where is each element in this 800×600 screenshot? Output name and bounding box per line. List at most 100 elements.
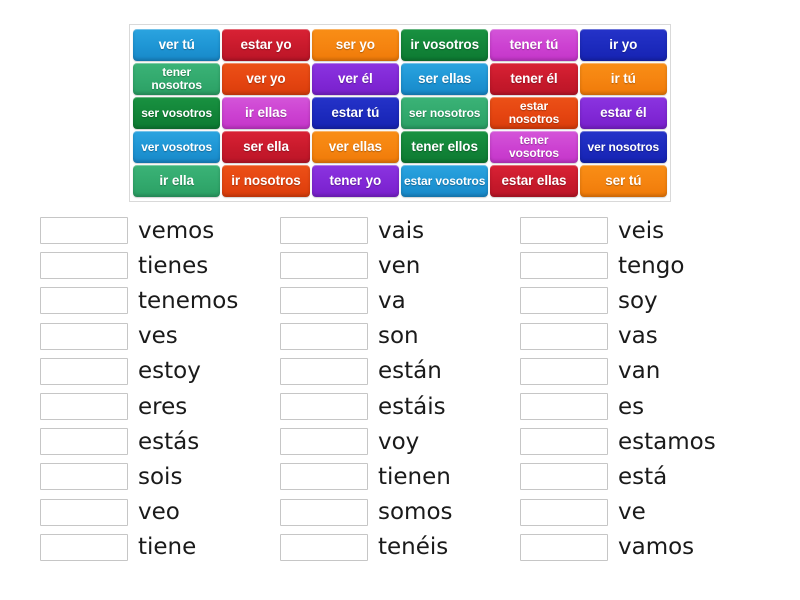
tile-label: ir yo xyxy=(609,37,638,52)
drop-box[interactable] xyxy=(280,498,368,526)
answer-row: voy xyxy=(280,424,520,459)
tile-label: estar ellas xyxy=(501,173,567,188)
tile-label: estar él xyxy=(600,105,647,120)
drop-box[interactable] xyxy=(280,322,368,350)
tile-ver-tú[interactable]: ver tú xyxy=(133,29,221,61)
tile-tener-nosotros[interactable]: tener nosotros xyxy=(133,63,221,95)
drop-box[interactable] xyxy=(40,428,128,456)
answer-word: vas xyxy=(618,323,658,350)
tile-ir-tú[interactable]: ir tú xyxy=(579,63,667,95)
tile-ir-ella[interactable]: ir ella xyxy=(133,165,221,197)
answer-word: tienes xyxy=(138,252,209,279)
tile-estar-yo[interactable]: estar yo xyxy=(222,29,310,61)
drop-box[interactable] xyxy=(40,217,128,245)
tile-estar-ellas[interactable]: estar ellas xyxy=(490,165,578,197)
tile-ir-yo[interactable]: ir yo xyxy=(579,29,667,61)
drop-box[interactable] xyxy=(520,498,608,526)
tile-label: ver nosotros xyxy=(587,139,660,154)
tile-label: tener yo xyxy=(329,173,382,188)
drop-box[interactable] xyxy=(40,357,128,385)
tile-tener-yo[interactable]: tener yo xyxy=(311,165,399,197)
tile-ser-nosotros[interactable]: ser nosotros xyxy=(400,97,489,129)
tile-ver-ellas[interactable]: ver ellas xyxy=(311,131,399,163)
tile-ver-nosotros[interactable]: ver nosotros xyxy=(579,131,667,163)
tile-ser-yo[interactable]: ser yo xyxy=(311,29,399,61)
tile-tener-ellos[interactable]: tener ellos xyxy=(400,131,489,163)
answer-row: soy xyxy=(520,283,760,318)
tile-ir-ellas[interactable]: ir ellas xyxy=(222,97,310,129)
tile-label: tener ellos xyxy=(411,139,478,154)
drop-box[interactable] xyxy=(280,217,368,245)
tile-estar-vosotros[interactable]: estar vosotros xyxy=(400,165,489,197)
tile-ser-tú[interactable]: ser tú xyxy=(579,165,667,197)
drop-box[interactable] xyxy=(40,498,128,526)
tile-ser-ella[interactable]: ser ella xyxy=(222,131,310,163)
answer-word: tiene xyxy=(138,534,197,561)
drop-box[interactable] xyxy=(520,393,608,421)
drop-box[interactable] xyxy=(520,357,608,385)
tile-ver-yo[interactable]: ver yo xyxy=(222,63,310,95)
answer-word: tenéis xyxy=(378,534,449,561)
drop-box[interactable] xyxy=(280,393,368,421)
answer-word: veis xyxy=(618,217,665,244)
drop-box[interactable] xyxy=(280,287,368,315)
answer-row: estás xyxy=(40,424,280,459)
answer-row: tenéis xyxy=(280,530,520,565)
answer-row: estamos xyxy=(520,424,760,459)
tile-bank: ver tú estar yo ser yo ir vosotros tener tú i… xyxy=(129,24,671,202)
drop-box[interactable] xyxy=(40,533,128,561)
drop-box[interactable] xyxy=(40,463,128,491)
tile-label: ser nosotros xyxy=(408,105,481,120)
tile-label: ir nosotros xyxy=(231,173,301,188)
tile-tener-vosotros[interactable]: tener vosotros xyxy=(490,131,578,163)
tile-estar-él[interactable]: estar él xyxy=(579,97,667,129)
answer-row: vemos xyxy=(40,213,280,248)
drop-box[interactable] xyxy=(520,428,608,456)
drop-box[interactable] xyxy=(280,357,368,385)
tile-row: tener nosotros ver yo ver él ser ellas tener… xyxy=(133,63,667,95)
drop-box[interactable] xyxy=(40,393,128,421)
answer-row: tengo xyxy=(520,248,760,283)
drop-box[interactable] xyxy=(520,287,608,315)
answer-row: ven xyxy=(280,248,520,283)
drop-box[interactable] xyxy=(280,428,368,456)
answer-word: eres xyxy=(138,393,188,420)
tile-ver-él[interactable]: ver él xyxy=(311,63,399,95)
tile-ir-nosotros[interactable]: ir nosotros xyxy=(222,165,310,197)
answer-row: son xyxy=(280,319,520,354)
drop-box[interactable] xyxy=(280,252,368,280)
tile-tener-tú[interactable]: tener tú xyxy=(490,29,578,61)
tile-label: ir vosotros xyxy=(410,37,479,52)
answer-word: ven xyxy=(378,252,421,279)
answer-row: ves xyxy=(40,319,280,354)
tile-label: tener él xyxy=(510,71,558,86)
tile-ser-ellas[interactable]: ser ellas xyxy=(400,63,489,95)
answer-row: estáis xyxy=(280,389,520,424)
tile-estar-tú[interactable]: estar tú xyxy=(311,97,399,129)
answer-word: están xyxy=(378,358,442,385)
tile-ver-vosotros[interactable]: ver vosotros xyxy=(133,131,221,163)
drop-box[interactable] xyxy=(520,463,608,491)
answer-word: vemos xyxy=(138,217,215,244)
drop-box[interactable] xyxy=(520,322,608,350)
tile-estar-nosotros[interactable]: estar nosotros xyxy=(490,97,578,129)
drop-box[interactable] xyxy=(520,217,608,245)
drop-box[interactable] xyxy=(40,287,128,315)
answer-row: eres xyxy=(40,389,280,424)
answer-word: estoy xyxy=(138,358,201,385)
drop-box[interactable] xyxy=(40,252,128,280)
answer-word: soy xyxy=(618,287,658,314)
tile-label: estar nosotros xyxy=(508,99,560,126)
tile-label: ver él xyxy=(337,71,373,86)
tile-tener-él[interactable]: tener él xyxy=(490,63,578,95)
drop-box[interactable] xyxy=(280,463,368,491)
tile-ir-vosotros[interactable]: ir vosotros xyxy=(400,29,489,61)
drop-box[interactable] xyxy=(520,252,608,280)
drop-box[interactable] xyxy=(520,533,608,561)
answer-column: veis tengo soy vas van es estamos está ve vamos xyxy=(520,213,760,565)
tile-ser-vosotros[interactable]: ser vosotros xyxy=(133,97,221,129)
drop-box[interactable] xyxy=(280,533,368,561)
drop-box[interactable] xyxy=(40,322,128,350)
answer-column: vemos tienes tenemos ves estoy eres estás sois v… xyxy=(40,213,280,565)
